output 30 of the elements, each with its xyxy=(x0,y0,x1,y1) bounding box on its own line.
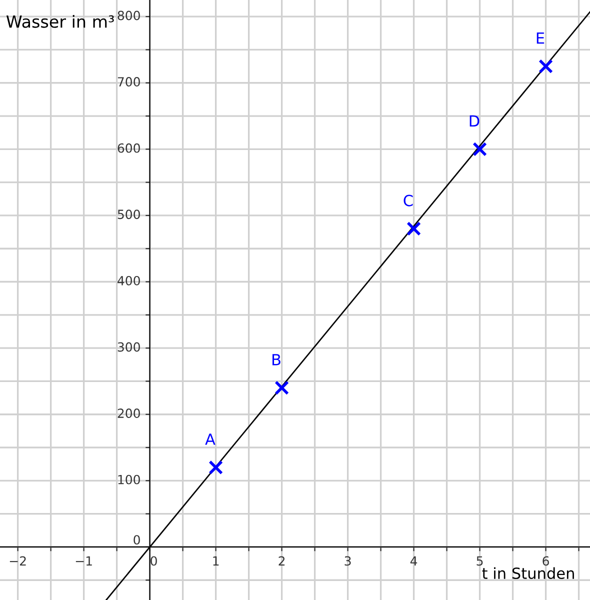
x-tick-label: −1 xyxy=(76,556,92,566)
annotation: E xyxy=(536,32,544,44)
point xyxy=(274,380,289,396)
annotation: A xyxy=(205,434,216,445)
x-tick-label: 2 xyxy=(278,556,285,566)
y-tick-label: 800 xyxy=(118,10,140,20)
y-tick-label: 300 xyxy=(118,342,140,352)
y-tick-label: 200 xyxy=(118,408,140,418)
y-tick-label: 0 xyxy=(134,535,140,545)
point xyxy=(406,222,421,236)
x-tick-label: 4 xyxy=(410,556,418,566)
y-axis-title: Wasser in m³ xyxy=(6,15,114,28)
x-tick-label: 6 xyxy=(542,556,549,566)
y-tick-label: 500 xyxy=(118,210,140,220)
x-axis-title: t in Stunden xyxy=(482,567,574,580)
x-tick-label: 0 xyxy=(150,556,157,566)
x-tick-label: 3 xyxy=(344,556,351,566)
y-tick-label: 100 xyxy=(118,474,140,484)
x-tick-label: 1 xyxy=(213,556,219,566)
x-tick-label: −2 xyxy=(10,556,26,566)
y-tick-label: 600 xyxy=(118,143,140,153)
y-tick-label: 400 xyxy=(118,276,140,286)
point xyxy=(472,142,487,156)
point xyxy=(208,460,224,475)
annotation: D xyxy=(470,115,480,127)
point xyxy=(538,59,553,74)
annotation: C xyxy=(404,194,413,206)
annotation: B xyxy=(272,354,280,366)
y-tick-label: 700 xyxy=(118,77,140,86)
x-tick-label: 5 xyxy=(476,556,483,566)
